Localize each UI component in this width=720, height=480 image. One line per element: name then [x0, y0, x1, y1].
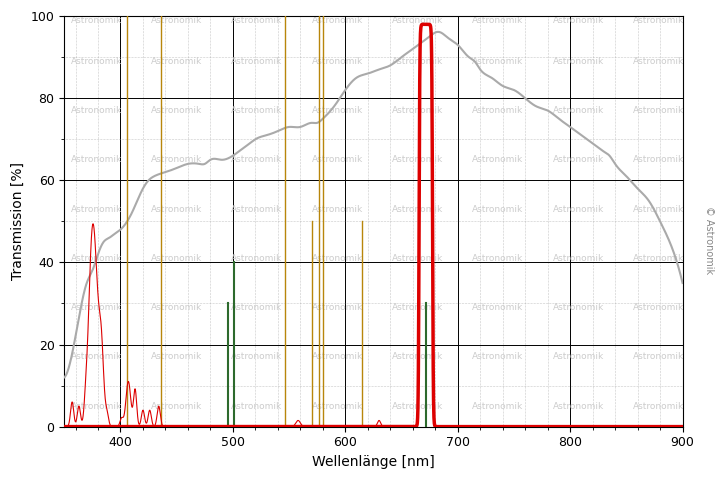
Text: Astronomik: Astronomik: [231, 204, 282, 214]
Text: Astronomik: Astronomik: [312, 402, 363, 410]
Text: Astronomik: Astronomik: [312, 303, 363, 312]
Text: Astronomik: Astronomik: [71, 16, 122, 24]
Text: Astronomik: Astronomik: [312, 254, 363, 263]
Text: Astronomik: Astronomik: [312, 204, 363, 214]
Text: Astronomik: Astronomik: [553, 57, 604, 66]
Text: Astronomik: Astronomik: [392, 303, 444, 312]
Text: Astronomik: Astronomik: [633, 156, 684, 164]
Text: Astronomik: Astronomik: [392, 106, 444, 115]
Text: Astronomik: Astronomik: [392, 402, 444, 410]
Text: Astronomik: Astronomik: [150, 303, 202, 312]
Text: Astronomik: Astronomik: [150, 16, 202, 24]
Text: Astronomik: Astronomik: [150, 106, 202, 115]
Text: Astronomik: Astronomik: [472, 402, 523, 410]
Text: Astronomik: Astronomik: [231, 352, 282, 361]
Text: Astronomik: Astronomik: [231, 106, 282, 115]
X-axis label: Wellenlänge [nm]: Wellenlänge [nm]: [312, 455, 435, 469]
Text: Astronomik: Astronomik: [71, 402, 122, 410]
Text: Astronomik: Astronomik: [392, 57, 444, 66]
Text: Astronomik: Astronomik: [472, 57, 523, 66]
Text: Astronomik: Astronomik: [633, 303, 684, 312]
Text: Astronomik: Astronomik: [633, 254, 684, 263]
Text: © Astronomik: © Astronomik: [704, 206, 714, 274]
Text: Astronomik: Astronomik: [71, 204, 122, 214]
Text: Astronomik: Astronomik: [150, 254, 202, 263]
Text: Astronomik: Astronomik: [150, 402, 202, 410]
Text: Astronomik: Astronomik: [71, 156, 122, 164]
Text: Astronomik: Astronomik: [633, 16, 684, 24]
Text: Astronomik: Astronomik: [312, 106, 363, 115]
Text: Astronomik: Astronomik: [392, 254, 444, 263]
Text: Astronomik: Astronomik: [633, 57, 684, 66]
Y-axis label: Transmission [%]: Transmission [%]: [11, 162, 25, 280]
Text: Astronomik: Astronomik: [553, 402, 604, 410]
Text: Astronomik: Astronomik: [472, 254, 523, 263]
Text: Astronomik: Astronomik: [633, 352, 684, 361]
Text: Astronomik: Astronomik: [231, 303, 282, 312]
Text: Astronomik: Astronomik: [472, 303, 523, 312]
Text: Astronomik: Astronomik: [231, 254, 282, 263]
Text: Astronomik: Astronomik: [71, 106, 122, 115]
Text: Astronomik: Astronomik: [150, 352, 202, 361]
Text: Astronomik: Astronomik: [472, 106, 523, 115]
Text: Astronomik: Astronomik: [553, 254, 604, 263]
Text: Astronomik: Astronomik: [312, 156, 363, 164]
Text: Astronomik: Astronomik: [392, 352, 444, 361]
Text: Astronomik: Astronomik: [312, 352, 363, 361]
Text: Astronomik: Astronomik: [633, 106, 684, 115]
Text: Astronomik: Astronomik: [71, 352, 122, 361]
Text: Astronomik: Astronomik: [150, 57, 202, 66]
Text: Astronomik: Astronomik: [231, 16, 282, 24]
Text: Astronomik: Astronomik: [312, 16, 363, 24]
Text: Astronomik: Astronomik: [553, 352, 604, 361]
Text: Astronomik: Astronomik: [472, 156, 523, 164]
Text: Astronomik: Astronomik: [71, 254, 122, 263]
Text: Astronomik: Astronomik: [392, 156, 444, 164]
Text: Astronomik: Astronomik: [231, 57, 282, 66]
Text: Astronomik: Astronomik: [312, 57, 363, 66]
Text: Astronomik: Astronomik: [553, 156, 604, 164]
Text: Astronomik: Astronomik: [392, 204, 444, 214]
Text: Astronomik: Astronomik: [150, 156, 202, 164]
Text: Astronomik: Astronomik: [472, 352, 523, 361]
Text: Astronomik: Astronomik: [633, 204, 684, 214]
Text: Astronomik: Astronomik: [71, 57, 122, 66]
Text: Astronomik: Astronomik: [472, 204, 523, 214]
Text: Astronomik: Astronomik: [553, 303, 604, 312]
Text: Astronomik: Astronomik: [150, 204, 202, 214]
Text: Astronomik: Astronomik: [553, 204, 604, 214]
Text: Astronomik: Astronomik: [71, 303, 122, 312]
Text: Astronomik: Astronomik: [231, 156, 282, 164]
Text: Astronomik: Astronomik: [472, 16, 523, 24]
Text: Astronomik: Astronomik: [553, 16, 604, 24]
Text: Astronomik: Astronomik: [231, 402, 282, 410]
Text: Astronomik: Astronomik: [553, 106, 604, 115]
Text: Astronomik: Astronomik: [392, 16, 444, 24]
Text: Astronomik: Astronomik: [633, 402, 684, 410]
